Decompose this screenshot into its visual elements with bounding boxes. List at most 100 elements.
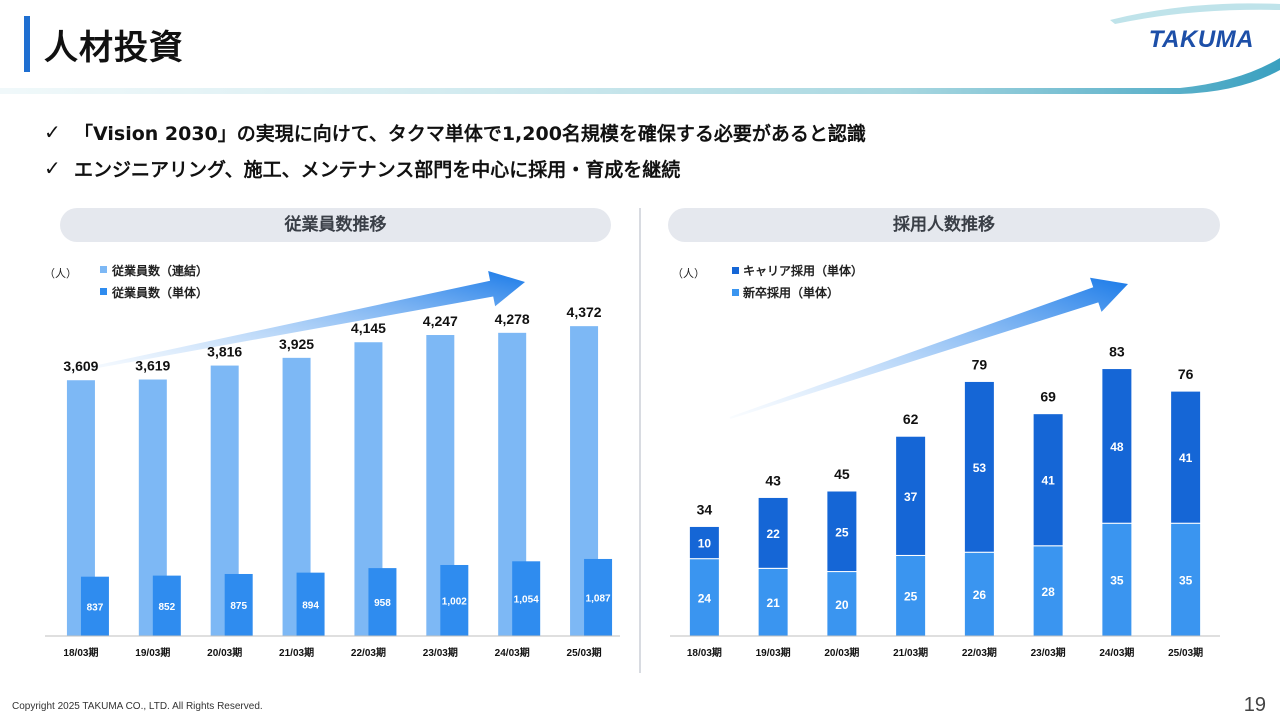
career-value-label: 22 <box>766 527 780 541</box>
legend-label: 従業員数（連結） <box>111 263 208 278</box>
x-tick-label: 25/03期 <box>1168 646 1203 659</box>
career-bar <box>1101 368 1133 524</box>
standalone-bar <box>296 572 325 636</box>
hiring-chart: （人） キャリア採用（単体） 新卒採用（単体） 24 10 34 18/03期 21 22 43 1… <box>670 263 1220 659</box>
total-value-label: 76 <box>1178 366 1194 382</box>
panel-divider <box>639 208 641 673</box>
copyright-text: Copyright 2025 TAKUMA CO., LTD. All Righ… <box>12 701 263 712</box>
x-tick-label: 20/03期 <box>824 646 859 659</box>
x-tick-label: 21/03期 <box>893 646 928 659</box>
consolidated-value-label: 4,372 <box>567 304 602 320</box>
new-grad-value-label: 28 <box>1041 585 1055 599</box>
legend-swatch <box>100 288 107 295</box>
career-bar <box>688 525 720 560</box>
x-tick-label: 21/03期 <box>279 646 314 659</box>
career-value-label: 41 <box>1041 474 1055 488</box>
consolidated-value-label: 3,925 <box>279 336 314 352</box>
new-grad-bar <box>1170 522 1202 637</box>
career-bar <box>1032 413 1064 547</box>
career-value-label: 10 <box>698 537 712 551</box>
standalone-bar <box>440 564 469 636</box>
x-tick-label: 23/03期 <box>1031 646 1066 659</box>
total-value-label: 43 <box>765 472 781 488</box>
standalone-bar <box>584 558 613 636</box>
consolidated-value-label: 3,816 <box>207 344 242 360</box>
new-grad-value-label: 35 <box>1179 574 1193 588</box>
x-tick-label: 19/03期 <box>756 646 791 659</box>
new-grad-bar <box>688 558 720 637</box>
legend-label: 従業員数（単体） <box>111 285 208 300</box>
bullet-item: ✓ 「Vision 2030」の実現に向けて、タクマ単体で1,200名規模を確保… <box>44 114 866 150</box>
career-bar <box>757 496 789 569</box>
legend-label: 新卒採用（単体） <box>743 285 839 300</box>
standalone-value-label: 852 <box>158 602 175 613</box>
header-swoosh <box>0 3 1280 94</box>
total-value-label: 34 <box>697 501 713 517</box>
consolidated-value-label: 4,247 <box>423 313 458 329</box>
new-grad-bar <box>1101 522 1133 637</box>
consolidated-value-label: 4,145 <box>351 320 386 336</box>
consolidated-value-label: 3,609 <box>63 358 98 374</box>
bullet-text: エンジニアリング、施工、メンテナンス部門を中心に採用・育成を継続 <box>74 158 681 181</box>
standalone-value-label: 894 <box>302 600 319 611</box>
career-bar <box>826 490 858 573</box>
new-grad-bar <box>963 551 995 637</box>
takuma-logo: TAKUMA <box>1148 26 1254 53</box>
standalone-bar <box>224 573 253 636</box>
x-tick-label: 25/03期 <box>567 646 602 659</box>
new-grad-value-label: 24 <box>698 591 712 605</box>
new-grad-bar <box>895 554 927 637</box>
standalone-bar <box>152 575 181 636</box>
total-value-label: 79 <box>972 356 988 372</box>
consolidated-value-label: 3,619 <box>135 358 170 374</box>
new-grad-bar <box>1032 545 1064 637</box>
trend-arrow <box>69 270 525 373</box>
check-icon: ✓ <box>44 156 61 180</box>
x-tick-label: 24/03期 <box>495 646 530 659</box>
total-value-label: 69 <box>1040 389 1056 405</box>
total-value-label: 62 <box>903 411 919 427</box>
career-value-label: 41 <box>1179 451 1193 465</box>
career-value-label: 25 <box>835 525 849 539</box>
x-tick-label: 18/03期 <box>687 646 722 659</box>
employee-chart: （人） 従業員数（連結） 従業員数（単体） 3,609 837 18/03期 3,619 85… <box>44 263 620 659</box>
career-value-label: 37 <box>904 490 918 504</box>
unit-label: （人） <box>44 267 77 280</box>
career-bar <box>1170 390 1202 524</box>
legend-swatch <box>732 267 739 274</box>
x-tick-label: 23/03期 <box>423 646 458 659</box>
total-value-label: 83 <box>1109 344 1125 360</box>
standalone-bar <box>80 576 109 636</box>
x-tick-label: 18/03期 <box>63 646 98 659</box>
bullet-text: 「Vision 2030」の実現に向けて、タクマ単体で1,200名規模を確保する… <box>74 122 866 145</box>
career-bar <box>963 380 995 553</box>
bullet-list: ✓ 「Vision 2030」の実現に向けて、タクマ単体で1,200名規模を確保… <box>44 114 866 186</box>
career-value-label: 48 <box>1110 440 1124 454</box>
check-icon: ✓ <box>44 120 61 144</box>
total-value-label: 45 <box>834 466 850 482</box>
unit-label: （人） <box>672 267 705 280</box>
new-grad-value-label: 25 <box>904 590 918 604</box>
bullet-item: ✓ エンジニアリング、施工、メンテナンス部門を中心に採用・育成を継続 <box>44 150 866 186</box>
page-number: 19 <box>1243 694 1266 716</box>
x-tick-label: 20/03期 <box>207 646 242 659</box>
new-grad-bar <box>826 571 858 637</box>
trend-arrow <box>729 277 1128 419</box>
legend-swatch <box>732 289 739 296</box>
x-tick-label: 19/03期 <box>135 646 170 659</box>
standalone-bar <box>368 568 397 636</box>
legend-label: キャリア採用（単体） <box>743 263 863 278</box>
standalone-value-label: 837 <box>87 602 104 613</box>
career-bar <box>895 435 927 556</box>
consolidated-value-label: 4,278 <box>495 311 530 327</box>
right-panel-title: 採用人数推移 <box>668 208 1220 242</box>
new-grad-value-label: 35 <box>1110 574 1124 588</box>
standalone-value-label: 875 <box>230 601 247 612</box>
standalone-value-label: 1,087 <box>586 593 611 604</box>
standalone-value-label: 1,002 <box>442 596 467 607</box>
x-tick-label: 22/03期 <box>351 646 386 659</box>
x-tick-label: 22/03期 <box>962 646 997 659</box>
x-tick-label: 24/03期 <box>1099 646 1134 659</box>
career-value-label: 53 <box>973 461 987 475</box>
standalone-bar <box>512 561 541 636</box>
